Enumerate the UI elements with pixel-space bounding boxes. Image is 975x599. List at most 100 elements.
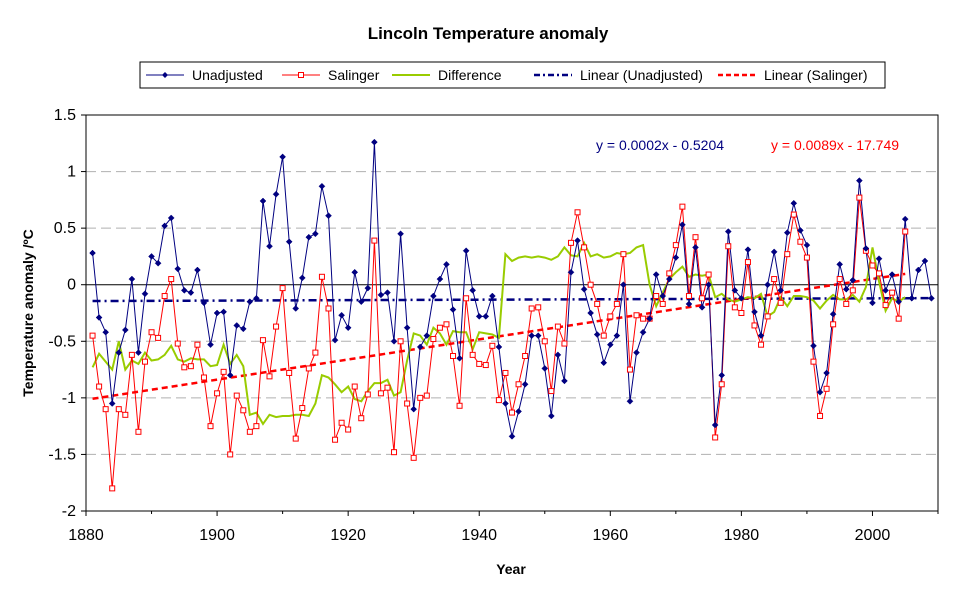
salinger-point	[443, 321, 450, 328]
salinger-point	[253, 423, 260, 430]
unadjusted-point	[325, 212, 332, 220]
salinger-point	[777, 299, 784, 306]
legend-marker	[298, 72, 304, 78]
salinger-point	[273, 323, 280, 330]
salinger-point	[187, 363, 194, 370]
salinger-point	[279, 285, 286, 292]
unadjusted-point	[613, 332, 621, 339]
unadjusted-point	[869, 299, 876, 307]
unadjusted-point	[253, 294, 260, 302]
salinger-point	[797, 238, 804, 245]
x-tick-label: 1920	[330, 527, 366, 544]
salinger-point	[292, 435, 299, 442]
unadjusted-point	[462, 247, 470, 255]
trendline-unadjusted	[92, 296, 932, 303]
salinger-point	[522, 352, 529, 359]
unadjusted-point	[541, 365, 549, 372]
unadjusted-point	[908, 294, 916, 302]
x-tick-label: 1960	[593, 527, 629, 544]
salinger-point	[122, 411, 129, 418]
unadjusted-point	[403, 324, 411, 332]
trend-equation-unadjusted: y = 0.0002x - 0.5204	[596, 137, 724, 153]
salinger-point	[666, 270, 673, 277]
unadjusted-point	[679, 221, 686, 229]
legend-label: Linear (Unadjusted)	[580, 67, 703, 83]
y-tick-label: -1	[62, 390, 76, 407]
unadjusted-point	[829, 310, 837, 318]
salinger-point	[876, 270, 883, 277]
salinger-point	[561, 340, 568, 347]
salinger-point	[790, 211, 797, 218]
unadjusted-point	[921, 257, 929, 265]
salinger-point	[135, 428, 142, 435]
salinger-point	[404, 400, 411, 407]
salinger-point	[509, 409, 515, 416]
unadjusted-point	[823, 369, 830, 377]
y-tick-label: 0	[67, 277, 76, 294]
salinger-point	[207, 423, 214, 430]
unadjusted-point	[502, 400, 509, 407]
axes: -2 -1.5 -1 -0.5 0 0.5 1 1.5 1880 1900 1920 1940 1960…	[48, 107, 939, 544]
salinger-point	[581, 244, 588, 251]
plot-area	[85, 114, 939, 512]
unadjusted-point	[738, 294, 745, 302]
unadjusted-point	[436, 275, 444, 283]
unadjusted-point	[764, 281, 771, 289]
legend-item-linear-unadjusted: Linear (Unadjusted)	[534, 67, 703, 83]
unadjusted-point	[482, 313, 490, 320]
salinger-point	[417, 394, 424, 401]
unadjusted-point	[128, 275, 136, 283]
unadjusted-point	[187, 289, 195, 296]
unadjusted-point	[705, 281, 712, 289]
unadjusted-point	[554, 351, 562, 359]
unadjusted-point	[95, 314, 103, 321]
unadjusted-point	[836, 260, 844, 268]
unadjusted-point	[475, 313, 483, 320]
unadjusted-point	[692, 244, 699, 251]
salinger-point	[889, 289, 896, 296]
salinger-point	[764, 313, 771, 320]
unadjusted-point	[672, 254, 680, 261]
unadjusted-point	[659, 292, 667, 300]
x-tick-label: 1900	[199, 527, 235, 544]
unadjusted-point	[285, 238, 293, 246]
salinger-point	[240, 407, 247, 414]
salinger-point	[849, 287, 856, 294]
unadjusted-point	[606, 341, 614, 349]
unadjusted-point	[797, 227, 804, 234]
unadjusted-point	[593, 331, 601, 338]
legend-item-linear-salinger: Linear (Salinger)	[718, 67, 868, 83]
unadjusted-point	[856, 177, 863, 184]
salinger-point	[233, 392, 240, 399]
salinger-point	[535, 304, 542, 311]
salinger-point	[705, 271, 712, 278]
salinger-point	[626, 366, 633, 373]
unadjusted-point	[390, 337, 398, 345]
salinger-point	[902, 228, 909, 235]
unadjusted-point	[89, 249, 96, 257]
salinger-point	[469, 351, 476, 358]
unadjusted-point	[135, 349, 142, 356]
unadjusted-point	[430, 292, 437, 300]
unadjusted-point	[266, 242, 273, 250]
chart-title: Lincoln Temperature anomaly	[368, 24, 609, 43]
unadjusted-point	[751, 308, 758, 316]
trendlines	[92, 272, 932, 401]
salinger-point	[325, 305, 332, 312]
unadjusted-point	[443, 260, 450, 268]
unadjusted-point	[842, 285, 850, 293]
unadjusted-point	[928, 294, 935, 302]
unadjusted-point	[528, 332, 536, 339]
salinger-point	[476, 360, 483, 367]
salinger-point	[299, 405, 306, 412]
salinger-point	[391, 449, 398, 456]
salinger-point	[856, 194, 863, 201]
salinger-point	[803, 254, 810, 261]
salinger-point	[751, 322, 758, 329]
unadjusted-point	[279, 153, 286, 161]
unadjusted-point	[901, 215, 909, 223]
salinger-point	[358, 415, 365, 422]
unadjusted-point	[803, 241, 811, 249]
salinger-point	[659, 300, 666, 307]
